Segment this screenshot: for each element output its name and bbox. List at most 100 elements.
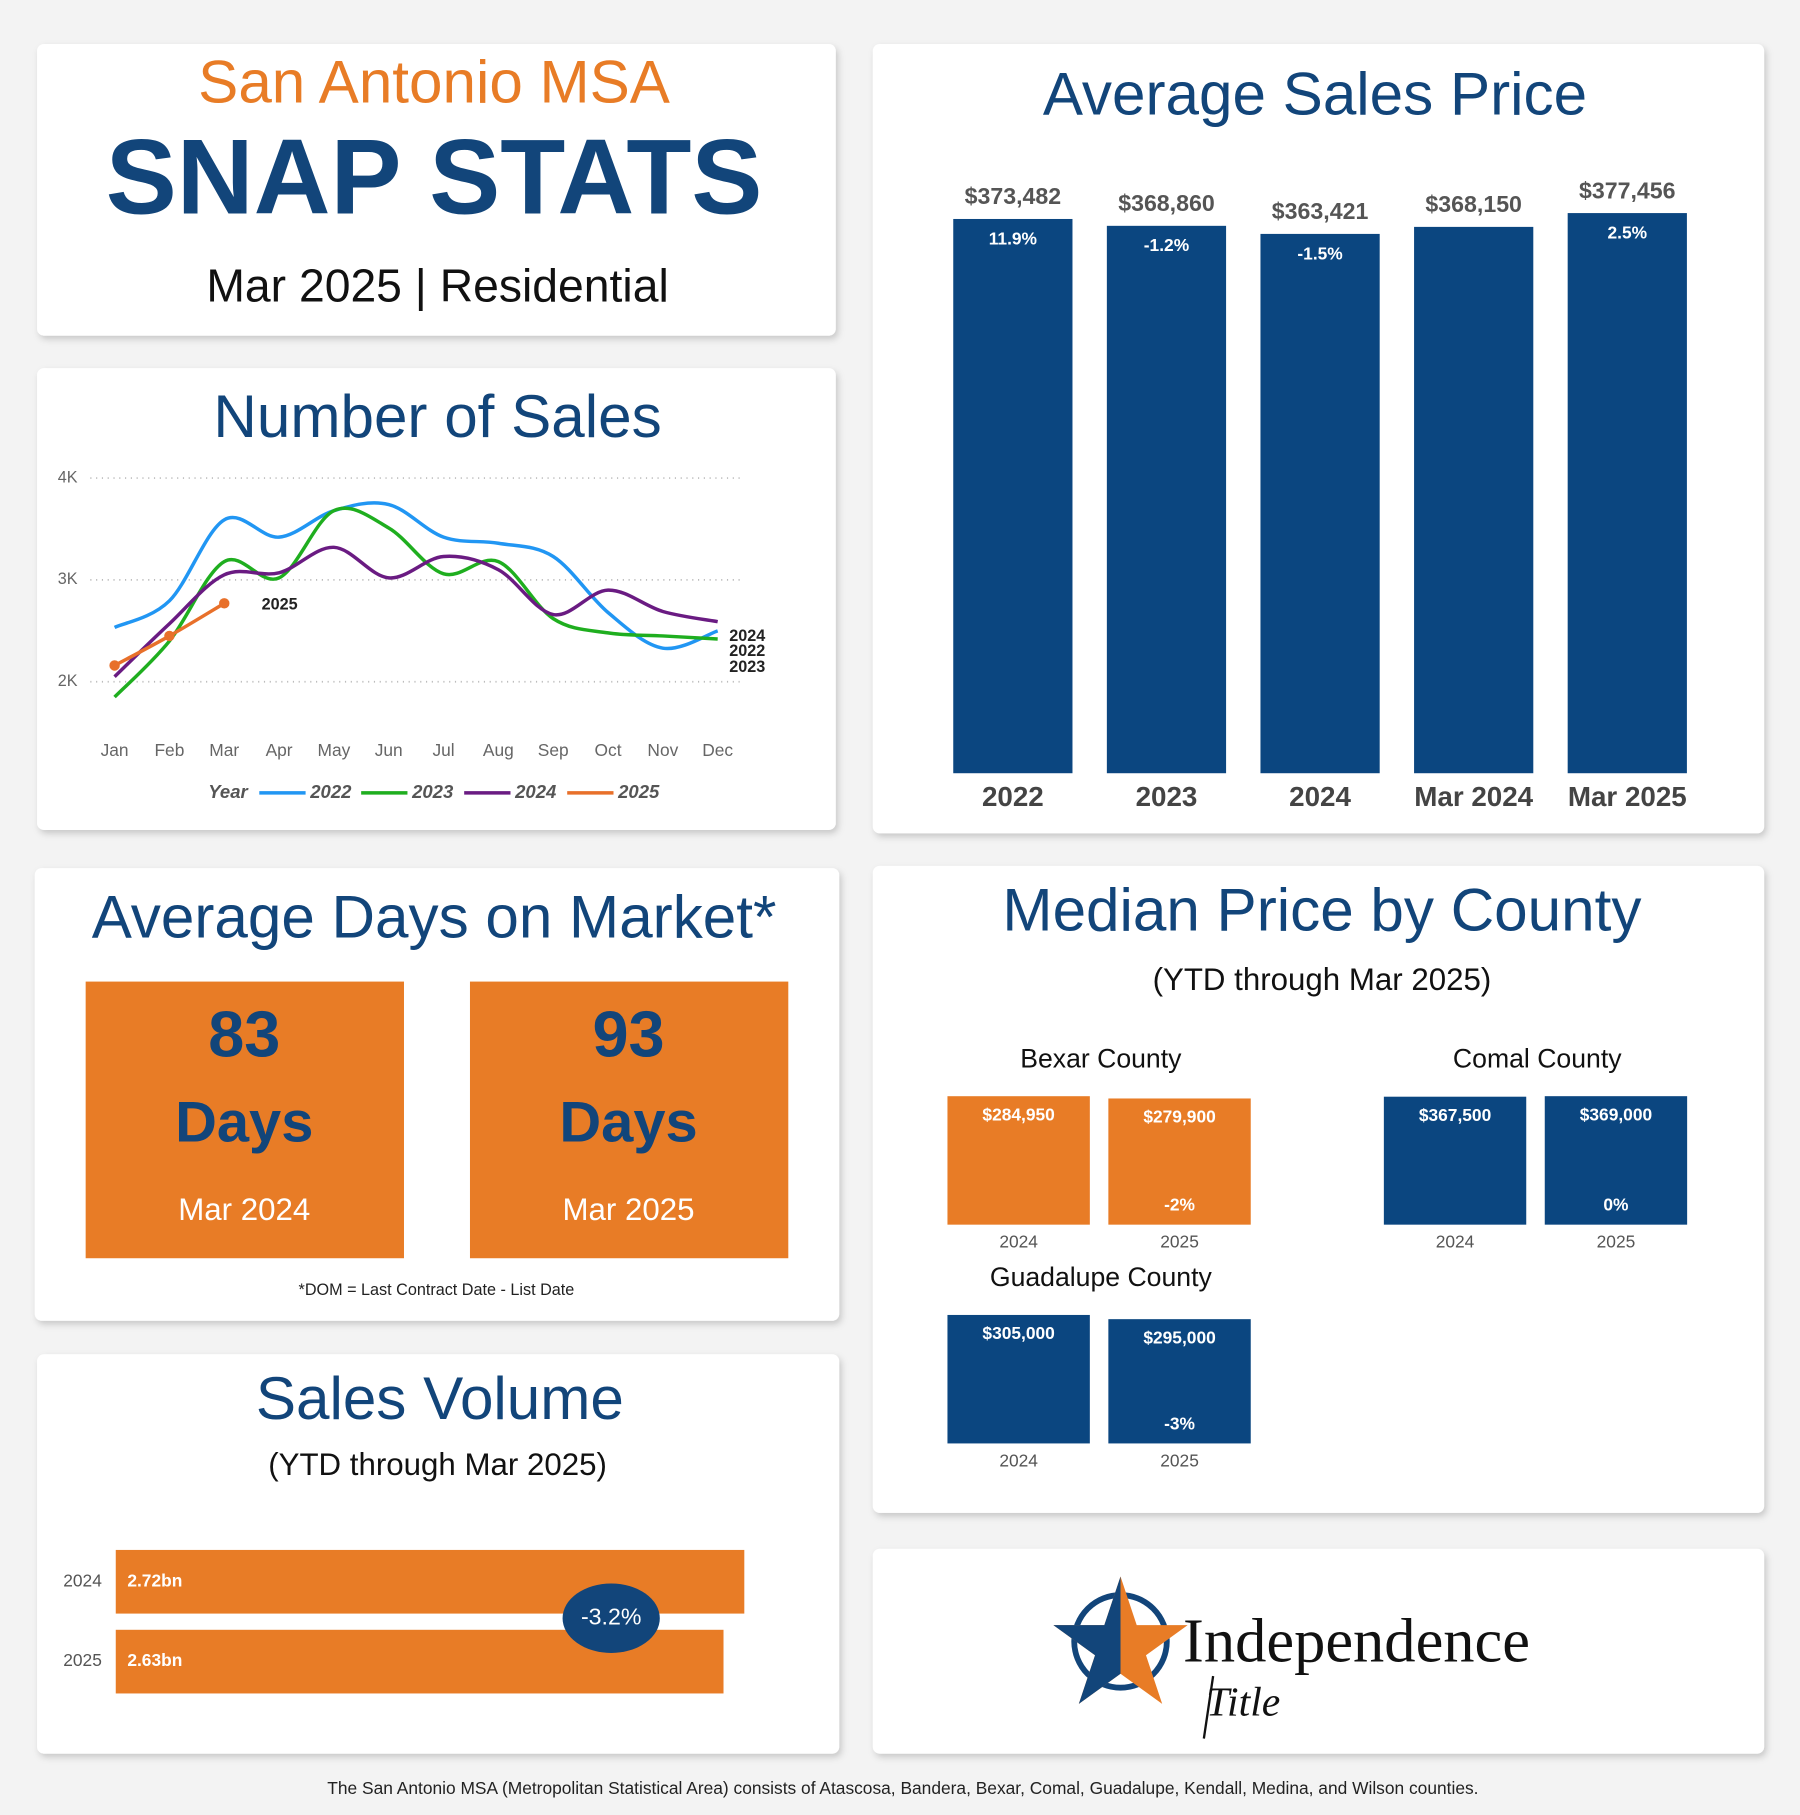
bar xyxy=(947,1314,1090,1444)
bar xyxy=(1544,1096,1688,1225)
y-tick-label: 2024 xyxy=(63,1570,102,1590)
chart-title: Sales Volume xyxy=(256,1365,624,1432)
x-tick-label: 2024 xyxy=(1436,1232,1475,1252)
value-label: $279,900 xyxy=(1143,1107,1215,1127)
headline: SNAP STATS xyxy=(106,117,763,236)
x-tick-label: Nov xyxy=(647,740,678,760)
change-label: -3% xyxy=(1164,1413,1195,1433)
x-tick-label: Feb xyxy=(154,740,184,760)
value-label: 2.72bn xyxy=(127,1570,182,1590)
card-unit: Days xyxy=(559,1091,697,1155)
chart-title: Average Sales Price xyxy=(1043,60,1587,127)
legend-label: 2024 xyxy=(514,781,556,802)
chart-title: Guadalupe County xyxy=(990,1262,1213,1292)
logo-tagline: Title xyxy=(1206,1680,1280,1726)
footer: The San Antonio MSA (Metropolitan Statis… xyxy=(327,1778,1478,1798)
chart-title: Bexar County xyxy=(1020,1043,1182,1073)
bar xyxy=(1108,1319,1251,1444)
point xyxy=(164,630,175,642)
legend-label: 2023 xyxy=(411,781,454,802)
header-subtitle: Mar 2025 | Residential xyxy=(206,260,668,312)
card-value: 93 xyxy=(593,998,665,1071)
change-label: -1.5% xyxy=(1297,243,1342,263)
end-label: 2023 xyxy=(729,658,765,676)
x-tick-label: Jan xyxy=(101,740,129,760)
series-line xyxy=(113,545,719,678)
change-label: 0% xyxy=(1603,1195,1628,1215)
y-tick-label: 2K xyxy=(58,672,78,690)
point xyxy=(109,660,120,671)
x-tick-label: May xyxy=(318,740,351,760)
card xyxy=(85,981,404,1259)
change-label: -2% xyxy=(1164,1195,1195,1215)
logo-name: Independence xyxy=(1183,1606,1530,1676)
x-tick-label: Mar 2025 xyxy=(1568,781,1687,812)
annotation-badge xyxy=(562,1583,660,1653)
bar xyxy=(1260,233,1380,774)
value-label: $368,860 xyxy=(1118,190,1215,216)
bar xyxy=(1383,1096,1527,1225)
logo-stroke xyxy=(1202,1675,1215,1739)
chart-subtitle: (YTD through Mar 2025) xyxy=(268,1447,607,1482)
value-label: $369,000 xyxy=(1580,1104,1652,1124)
section-subtitle: (YTD through Mar 2025) xyxy=(1153,962,1492,997)
x-tick-label: 2025 xyxy=(1160,1232,1199,1252)
value-label: $305,000 xyxy=(982,1323,1054,1343)
chart-title: Comal County xyxy=(1453,1043,1622,1073)
x-tick-label: Dec xyxy=(702,740,733,760)
value-label: $284,950 xyxy=(982,1104,1054,1124)
change-label: 2.5% xyxy=(1608,222,1648,242)
panel xyxy=(872,865,1765,1513)
card-unit: Days xyxy=(175,1091,313,1155)
x-tick-label: Mar 2024 xyxy=(1414,781,1533,812)
x-tick-label: 2024 xyxy=(999,1451,1038,1471)
card xyxy=(469,981,789,1259)
value-label: 2.63bn xyxy=(127,1650,182,1670)
end-label: 2022 xyxy=(729,642,765,660)
panel xyxy=(37,43,836,336)
dom-card: 93 Days Mar 2025 xyxy=(469,981,789,1259)
section-title: Average Days on Market* xyxy=(92,883,777,950)
bar xyxy=(1414,226,1534,774)
value-label: $368,150 xyxy=(1425,191,1522,217)
value-label: $295,000 xyxy=(1143,1327,1215,1347)
x-tick-label: 2025 xyxy=(1160,1451,1199,1471)
logo-star xyxy=(1053,1576,1188,1704)
legend-label: 2025 xyxy=(617,781,660,802)
footnote: *DOM = Last Contract Date - List Date xyxy=(299,1281,575,1299)
annotation: -3.2% xyxy=(581,1603,641,1629)
x-tick-label: Apr xyxy=(266,740,293,760)
x-tick-label: Aug xyxy=(483,740,514,760)
legend-title: Year xyxy=(208,781,249,802)
change-label: -1.2% xyxy=(1144,235,1189,255)
x-tick-label: 2024 xyxy=(1289,781,1351,812)
end-label: 2024 xyxy=(729,627,765,645)
value-label: $373,482 xyxy=(965,183,1062,209)
x-tick-label: 2022 xyxy=(982,781,1044,812)
bar xyxy=(953,218,1073,774)
bar xyxy=(1567,213,1687,774)
end-label: 2025 xyxy=(262,596,298,614)
card-period: Mar 2024 xyxy=(178,1192,310,1227)
legend-label: 2022 xyxy=(309,781,352,802)
card-value: 83 xyxy=(208,998,280,1071)
bar xyxy=(1108,1098,1251,1225)
x-tick-label: Sep xyxy=(538,740,569,760)
change-label: 11.9% xyxy=(989,228,1037,248)
bar xyxy=(947,1096,1090,1225)
x-tick-label: Jul xyxy=(432,740,454,760)
section-title: Median Price by County xyxy=(1002,876,1641,943)
bar xyxy=(1106,225,1227,774)
logo-star-half xyxy=(1053,1576,1121,1704)
x-tick-label: Mar xyxy=(209,740,239,760)
card-period: Mar 2025 xyxy=(563,1192,695,1227)
point xyxy=(219,598,230,609)
dom-card: 83 Days Mar 2024 xyxy=(85,981,404,1259)
y-tick-label: 4K xyxy=(58,468,78,486)
value-label: $363,421 xyxy=(1272,198,1369,224)
value-label: $367,500 xyxy=(1419,1105,1491,1125)
x-tick-label: Oct xyxy=(595,740,622,760)
x-tick-label: Jun xyxy=(375,740,403,760)
